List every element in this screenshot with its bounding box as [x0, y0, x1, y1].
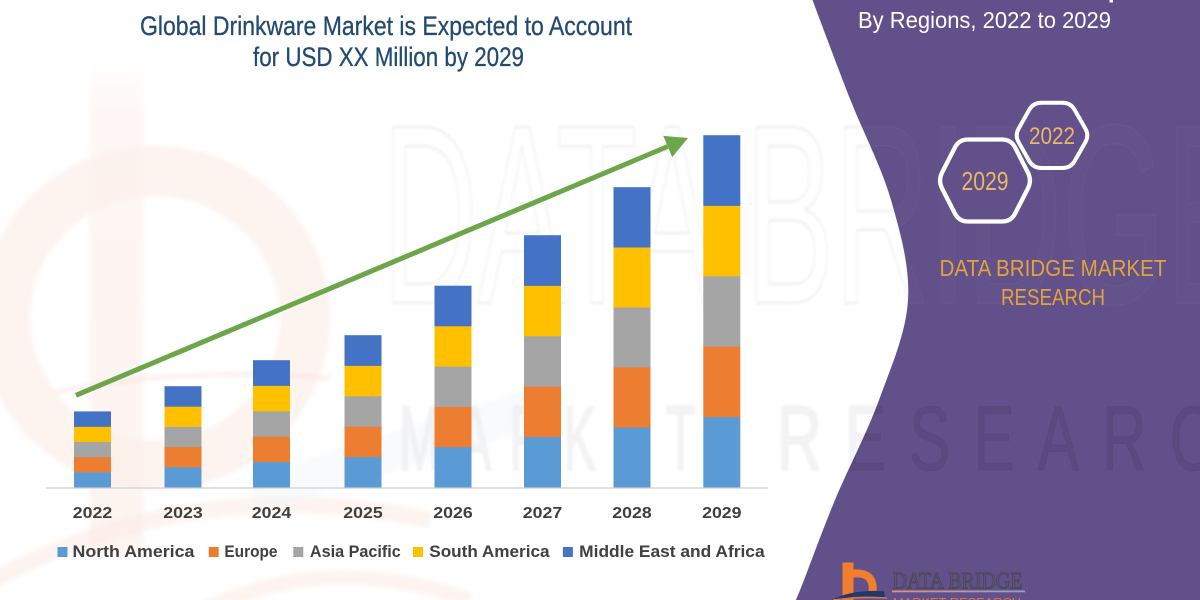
svg-text:RESEARCH: RESEARCH [777, 388, 1200, 490]
svg-text:2029: 2029 [702, 505, 742, 522]
svg-text:2022: 2022 [1029, 123, 1075, 150]
svg-text:2024: 2024 [252, 505, 292, 522]
svg-text:2023: 2023 [163, 505, 203, 522]
svg-text:2029: 2029 [962, 166, 1009, 196]
svg-text:Global Drinkware Market is Exp: Global Drinkware Market is Expected to A… [140, 11, 632, 41]
svg-text:Asia Pacific: Asia Pacific [310, 542, 401, 561]
svg-text:2025: 2025 [343, 505, 383, 522]
svg-text:DATA BRIDGE MARKET: DATA BRIDGE MARKET [940, 255, 1167, 281]
svg-text:2027: 2027 [523, 505, 563, 522]
svg-text:for USD XX Million by 2029: for USD XX Million by 2029 [253, 42, 524, 72]
svg-text:By Regions, 2022 to 2029: By Regions, 2022 to 2029 [858, 7, 1111, 33]
svg-text:DATA BRIDGE: DATA BRIDGE [893, 569, 1023, 594]
svg-text:Middle East and Africa: Middle East and Africa [579, 542, 765, 561]
svg-text:2028: 2028 [612, 505, 652, 522]
svg-text:MARKET RESEARCH: MARKET RESEARCH [893, 596, 1021, 600]
svg-text:2026: 2026 [433, 505, 473, 522]
svg-text:2022: 2022 [73, 505, 113, 522]
svg-text:RESEARCH: RESEARCH [1001, 284, 1105, 310]
svg-text:South America: South America [429, 542, 550, 561]
svg-text:Europe: Europe [224, 542, 277, 561]
svg-text:North America: North America [73, 542, 195, 561]
